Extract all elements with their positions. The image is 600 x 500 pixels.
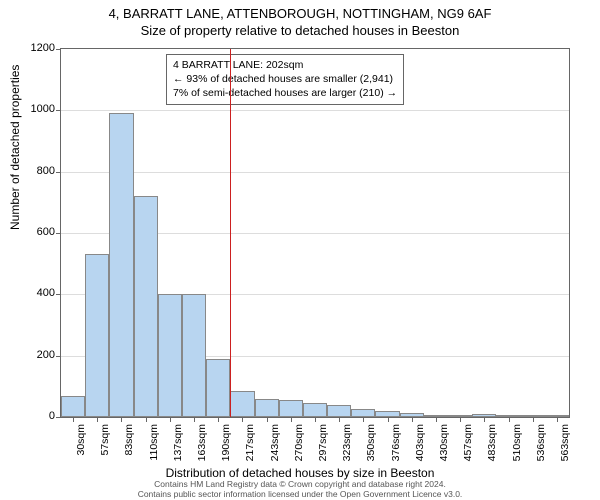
y-tick-mark: [56, 172, 61, 173]
plot-area: 4 BARRATT LANE: 202sqm ← 93% of detached…: [60, 48, 570, 418]
x-tick-label: 163sqm: [196, 424, 208, 474]
x-tick-label: 270sqm: [293, 424, 305, 474]
x-tick-mark: [170, 417, 171, 422]
x-tick-label: 217sqm: [244, 424, 256, 474]
x-tick-label: 243sqm: [269, 424, 281, 474]
x-tick-mark: [460, 417, 461, 422]
x-tick-mark: [121, 417, 122, 422]
annotation-line2: ← 93% of detached houses are smaller (2,…: [173, 72, 397, 86]
x-tick-label: 510sqm: [511, 424, 523, 474]
gridline: [61, 172, 569, 173]
x-tick-label: 83sqm: [123, 424, 135, 474]
y-tick-label: 1000: [15, 103, 55, 115]
x-tick-mark: [315, 417, 316, 422]
x-tick-mark: [339, 417, 340, 422]
y-tick-label: 600: [15, 226, 55, 238]
histogram-bar: [327, 405, 351, 417]
x-tick-mark: [412, 417, 413, 422]
y-axis-label: Number of detached properties: [8, 65, 22, 230]
x-tick-mark: [194, 417, 195, 422]
x-tick-label: 110sqm: [148, 424, 160, 474]
histogram-bar: [182, 294, 206, 417]
x-tick-label: 137sqm: [172, 424, 184, 474]
annotation-box: 4 BARRATT LANE: 202sqm ← 93% of detached…: [166, 54, 404, 105]
x-tick-label: 457sqm: [462, 424, 474, 474]
x-tick-mark: [97, 417, 98, 422]
x-tick-mark: [436, 417, 437, 422]
title-address: 4, BARRATT LANE, ATTENBOROUGH, NOTTINGHA…: [0, 0, 600, 21]
x-tick-label: 297sqm: [317, 424, 329, 474]
x-tick-mark: [557, 417, 558, 422]
x-tick-label: 190sqm: [220, 424, 232, 474]
histogram-bar: [61, 396, 85, 417]
y-tick-mark: [56, 233, 61, 234]
x-tick-label: 323sqm: [341, 424, 353, 474]
histogram-bar: [85, 254, 109, 417]
histogram-bar: [303, 403, 327, 417]
x-tick-mark: [291, 417, 292, 422]
x-tick-label: 563sqm: [559, 424, 571, 474]
histogram-bar: [158, 294, 182, 417]
y-tick-mark: [56, 294, 61, 295]
reference-line: [230, 49, 231, 417]
x-tick-label: 430sqm: [438, 424, 450, 474]
x-tick-mark: [533, 417, 534, 422]
x-tick-mark: [146, 417, 147, 422]
x-tick-label: 483sqm: [486, 424, 498, 474]
x-tick-mark: [363, 417, 364, 422]
annotation-line1: 4 BARRATT LANE: 202sqm: [173, 58, 397, 72]
histogram-bar: [134, 196, 158, 417]
x-tick-label: 30sqm: [75, 424, 87, 474]
footer-attribution: Contains HM Land Registry data © Crown c…: [0, 479, 600, 499]
x-tick-label: 350sqm: [365, 424, 377, 474]
y-tick-label: 0: [15, 410, 55, 422]
histogram-bar: [351, 409, 375, 417]
chart-container: 4, BARRATT LANE, ATTENBOROUGH, NOTTINGHA…: [0, 0, 600, 500]
histogram-bar: [109, 113, 133, 417]
footer-line2: Contains public sector information licen…: [0, 489, 600, 499]
y-tick-mark: [56, 49, 61, 50]
x-tick-mark: [73, 417, 74, 422]
y-tick-label: 800: [15, 165, 55, 177]
y-tick-label: 200: [15, 349, 55, 361]
x-tick-label: 376sqm: [390, 424, 402, 474]
y-tick-mark: [56, 110, 61, 111]
annotation-line3: 7% of semi-detached houses are larger (2…: [173, 86, 397, 100]
histogram-bar: [206, 359, 230, 417]
gridline: [61, 110, 569, 111]
x-tick-label: 536sqm: [535, 424, 547, 474]
footer-line1: Contains HM Land Registry data © Crown c…: [0, 479, 600, 489]
x-tick-mark: [267, 417, 268, 422]
histogram-bar: [279, 400, 303, 417]
histogram-bar: [230, 391, 254, 417]
y-tick-mark: [56, 356, 61, 357]
title-subtitle: Size of property relative to detached ho…: [0, 21, 600, 38]
x-tick-mark: [388, 417, 389, 422]
y-tick-mark: [56, 417, 61, 418]
x-tick-mark: [509, 417, 510, 422]
y-tick-label: 400: [15, 287, 55, 299]
x-tick-label: 403sqm: [414, 424, 426, 474]
x-tick-mark: [218, 417, 219, 422]
histogram-bar: [255, 399, 279, 417]
x-tick-mark: [484, 417, 485, 422]
x-tick-label: 57sqm: [99, 424, 111, 474]
y-tick-label: 1200: [15, 42, 55, 54]
x-tick-mark: [242, 417, 243, 422]
